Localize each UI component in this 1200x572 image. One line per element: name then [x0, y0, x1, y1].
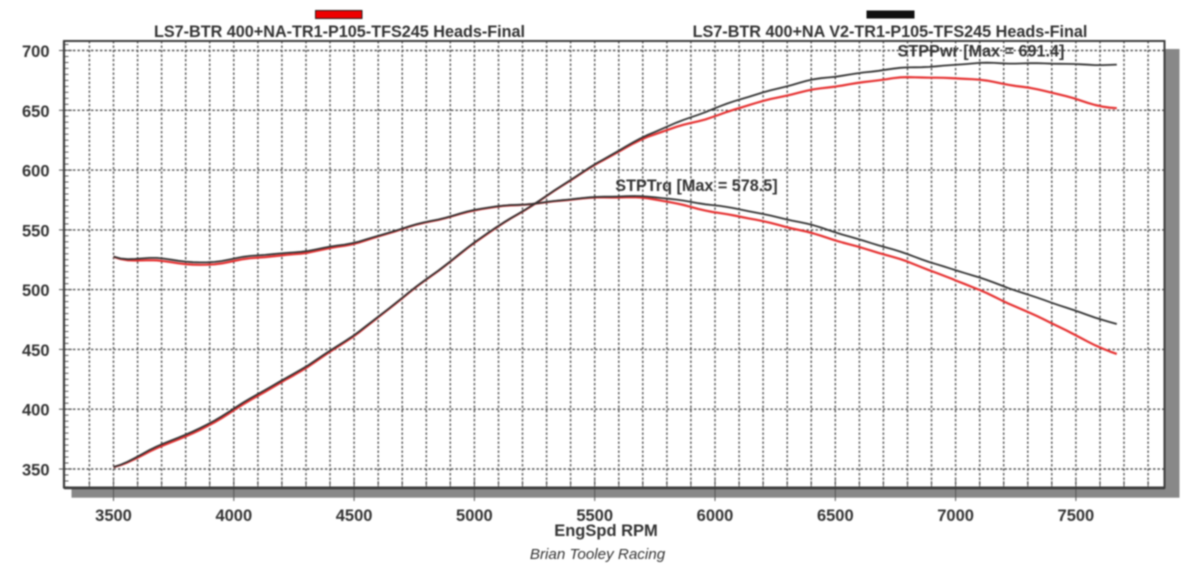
- svg-text:5500: 5500: [576, 507, 613, 525]
- svg-text:6500: 6500: [817, 507, 854, 525]
- svg-text:STPTrq [Max = 578.5]: STPTrq [Max = 578.5]: [615, 177, 777, 195]
- svg-text:600: 600: [22, 163, 50, 181]
- svg-text:5000: 5000: [456, 507, 493, 525]
- svg-text:650: 650: [22, 103, 50, 121]
- svg-text:EngSpd RPM: EngSpd RPM: [554, 522, 658, 540]
- svg-text:350: 350: [22, 462, 50, 480]
- svg-text:LS7-BTR 400+NA-TR1-P105-TFS245: LS7-BTR 400+NA-TR1-P105-TFS245 Heads-Fin…: [154, 23, 525, 41]
- svg-text:500: 500: [22, 282, 50, 300]
- svg-text:LS7-BTR 400+NA V2-TR1-P105-TFS: LS7-BTR 400+NA V2-TR1-P105-TFS245 Heads-…: [693, 23, 1088, 41]
- svg-text:450: 450: [22, 342, 50, 360]
- svg-text:6000: 6000: [697, 507, 734, 525]
- svg-text:STPPwr [Max = 691.4]: STPPwr [Max = 691.4]: [898, 43, 1065, 61]
- svg-text:7000: 7000: [937, 507, 974, 525]
- svg-text:Brian Tooley Racing: Brian Tooley Racing: [530, 546, 666, 563]
- svg-text:400: 400: [22, 402, 50, 420]
- svg-text:550: 550: [22, 222, 50, 240]
- svg-text:3500: 3500: [95, 507, 132, 525]
- svg-text:700: 700: [22, 43, 50, 61]
- svg-text:4000: 4000: [215, 507, 252, 525]
- svg-text:4500: 4500: [336, 507, 373, 525]
- svg-text:7500: 7500: [1058, 507, 1095, 525]
